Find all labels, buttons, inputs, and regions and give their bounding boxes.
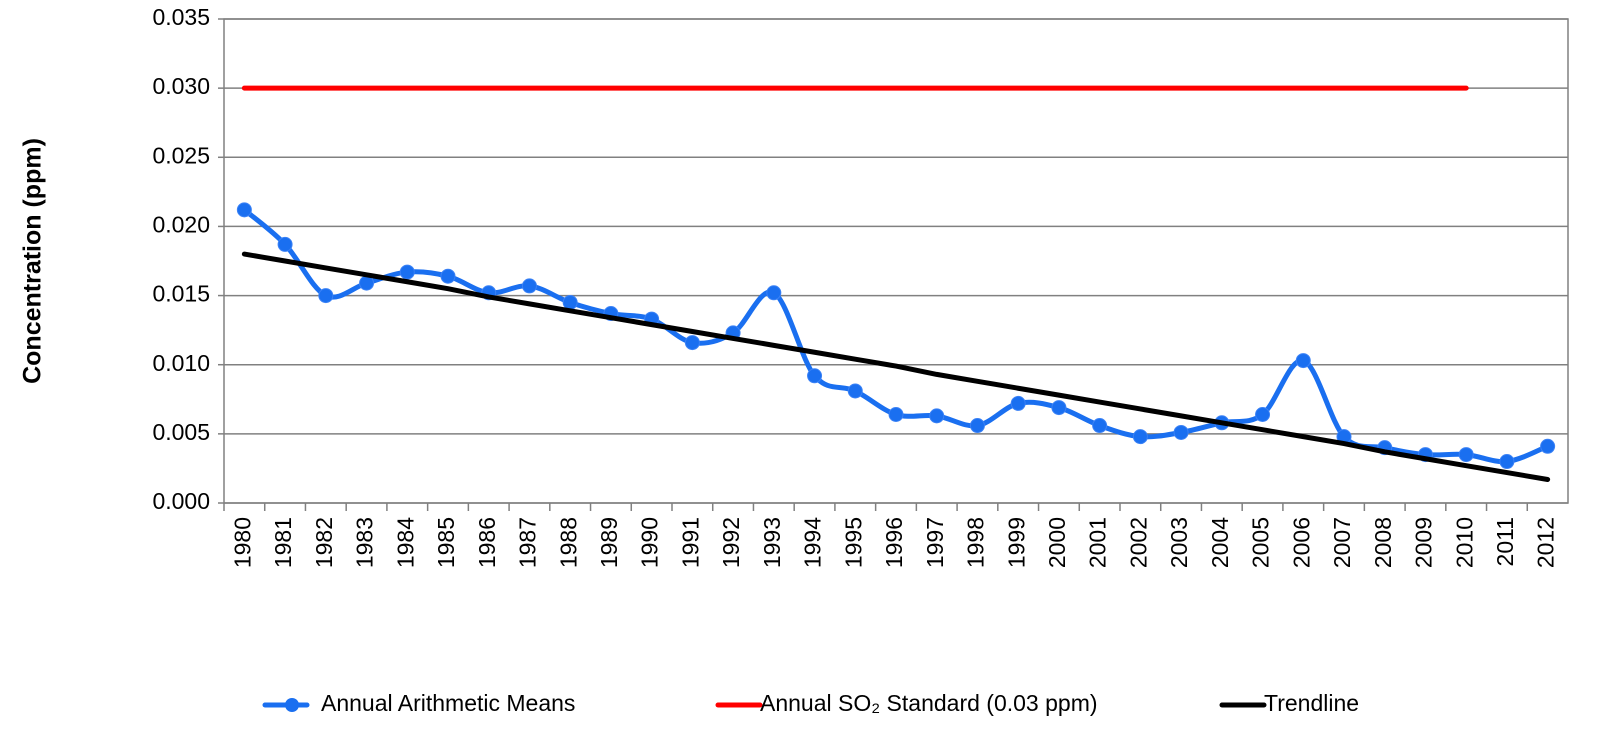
x-tick-label: 1996 — [881, 517, 907, 568]
data-point — [684, 335, 700, 351]
data-point — [1010, 395, 1026, 411]
data-point — [1092, 418, 1108, 434]
data-point — [888, 406, 904, 422]
data-point — [440, 268, 456, 284]
x-tick-label: 2005 — [1248, 517, 1274, 568]
x-tick-label: 1995 — [840, 517, 866, 568]
data-point — [1458, 447, 1474, 463]
x-tick-label: 1999 — [1003, 517, 1029, 568]
x-tick-label: 2001 — [1085, 517, 1111, 568]
x-tick-label: 1980 — [229, 517, 255, 568]
data-point — [766, 285, 782, 301]
x-tick-label: 2012 — [1533, 517, 1559, 568]
x-tick-label: 1986 — [474, 517, 500, 568]
x-tick-label: 2004 — [1207, 517, 1233, 568]
series-line — [241, 207, 1551, 465]
legend-label: Annual Arithmetic Means — [321, 690, 575, 716]
legend-marker — [285, 698, 299, 712]
x-tick-label: 2008 — [1370, 517, 1396, 568]
x-tick-label: 2002 — [1125, 517, 1151, 568]
y-tick-label: 0.030 — [152, 73, 210, 99]
data-point — [521, 278, 537, 294]
data-point — [399, 264, 415, 280]
legend-label: Trendline — [1264, 690, 1359, 716]
x-tick-label: 2010 — [1451, 517, 1477, 568]
x-tick-label: 2007 — [1329, 517, 1355, 568]
x-tick-label: 1998 — [963, 517, 989, 568]
data-point — [1051, 400, 1067, 416]
x-tick-label: 1988 — [555, 517, 581, 568]
y-tick-label: 0.025 — [152, 142, 210, 168]
y-tick-label: 0.005 — [152, 419, 210, 445]
data-point — [1540, 438, 1556, 454]
x-tick-label: 1994 — [800, 517, 826, 568]
x-tick-label: 2003 — [1166, 517, 1192, 568]
data-point — [318, 288, 334, 304]
y-tick-label: 0.010 — [152, 350, 210, 376]
x-tick-label: 1985 — [433, 517, 459, 568]
y-tick-label: 0.000 — [152, 488, 210, 514]
data-point — [969, 418, 985, 434]
data-point — [807, 368, 823, 384]
plot-border — [223, 18, 1569, 504]
data-point — [847, 383, 863, 399]
x-tick-label: 1984 — [392, 517, 418, 568]
data-point — [1499, 454, 1515, 470]
y-tick-label: 0.035 — [152, 4, 210, 30]
x-tick-label: 2011 — [1492, 517, 1518, 566]
x-tick-label: 2009 — [1411, 517, 1437, 568]
x-tick-label: 1987 — [515, 517, 541, 568]
x-tick-label: 2000 — [1044, 517, 1070, 568]
data-point — [562, 294, 578, 310]
x-tick-label: 1990 — [637, 517, 663, 568]
data-point — [1132, 429, 1148, 445]
data-point — [359, 275, 375, 291]
data-point — [1255, 406, 1271, 422]
x-tick-label: 1997 — [922, 517, 948, 568]
x-tick-label: 1992 — [718, 517, 744, 568]
y-tick-label: 0.015 — [152, 281, 210, 307]
x-tick-label: 1991 — [677, 517, 703, 568]
x-tick-label: 1981 — [270, 517, 296, 568]
x-tick-label: 1983 — [352, 517, 378, 568]
data-point — [277, 236, 293, 252]
x-tick-label: 2006 — [1288, 517, 1314, 568]
series-line — [241, 251, 1551, 482]
data-point — [929, 408, 945, 424]
data-point — [236, 202, 252, 218]
x-tick-label: 1993 — [759, 517, 785, 568]
data-point — [1295, 353, 1311, 369]
data-point — [1173, 424, 1189, 440]
y-tick-label: 0.020 — [152, 212, 210, 238]
legend-label: Annual SO₂ Standard (0.03 ppm) — [760, 690, 1098, 716]
x-tick-label: 1982 — [311, 517, 337, 568]
y-axis-label: Concentration (ppm) — [19, 138, 47, 384]
x-tick-label: 1989 — [596, 517, 622, 568]
